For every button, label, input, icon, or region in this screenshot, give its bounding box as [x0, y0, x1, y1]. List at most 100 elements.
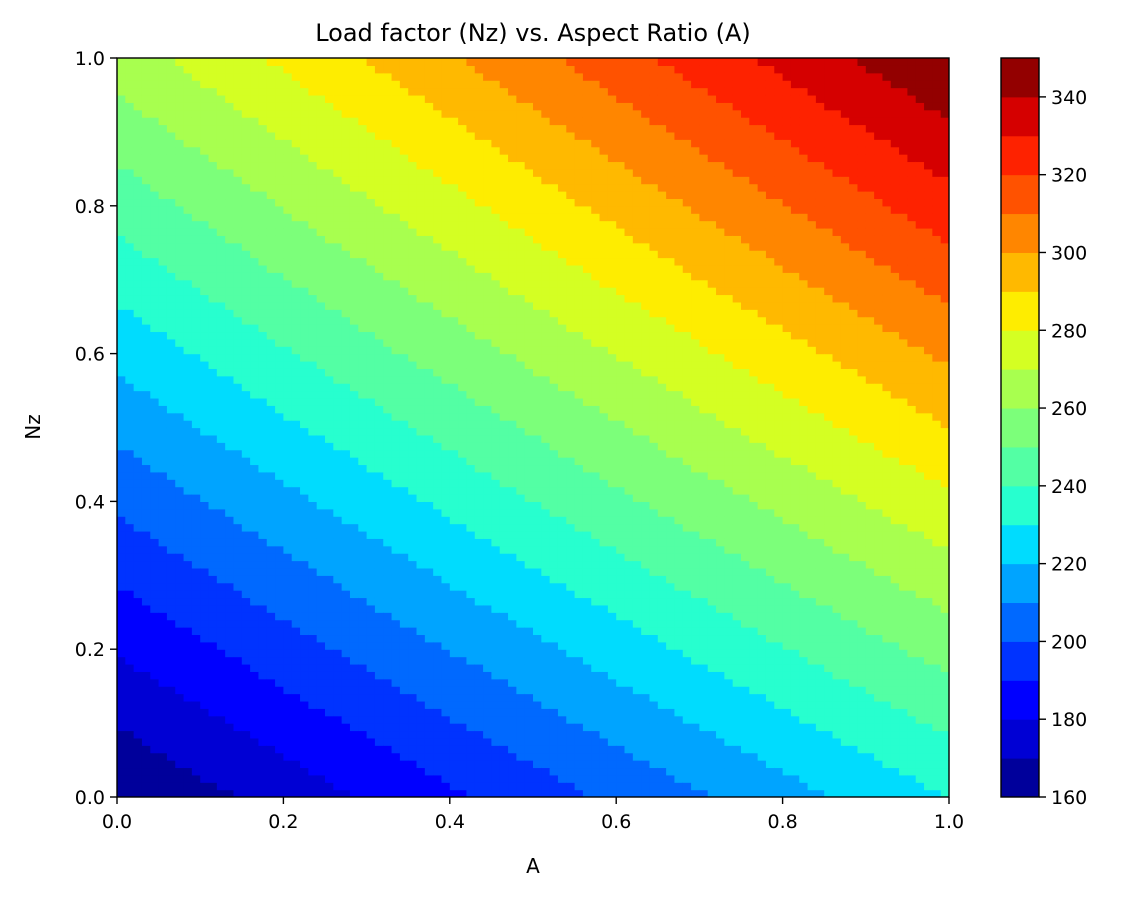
contour-cell [166, 250, 176, 259]
contour-cell [266, 516, 276, 525]
contour-cell [308, 545, 318, 554]
contour-cell [466, 287, 476, 296]
contour-cell [408, 383, 418, 392]
contour-cell [141, 242, 151, 251]
contour-cell [499, 471, 509, 480]
contour-cell [175, 227, 185, 236]
contour-cell [183, 619, 193, 628]
contour-cell [183, 272, 193, 281]
contour-cell [408, 72, 418, 81]
contour-cell [166, 464, 176, 473]
contour-cell [483, 87, 492, 96]
contour-cell [141, 383, 151, 392]
contour-cell [374, 397, 384, 406]
contour-cell [358, 538, 368, 547]
contour-cell [200, 752, 210, 761]
contour-cell [466, 457, 476, 466]
contour-cell [300, 434, 309, 443]
contour-cell [424, 663, 434, 672]
contour-cell [150, 745, 160, 754]
contour-cell [216, 420, 226, 429]
contour-cell [191, 139, 201, 148]
contour-cell [258, 627, 268, 636]
contour-cell [158, 523, 168, 532]
contour-cell [325, 627, 334, 636]
contour-cell [291, 590, 301, 599]
contour-cell [366, 146, 376, 155]
contour-cell [291, 508, 301, 517]
contour-cell [524, 316, 534, 325]
contour-cell [308, 109, 318, 118]
contour-cell [158, 176, 168, 185]
contour-cell [524, 183, 534, 192]
contour-cell [416, 279, 426, 288]
contour-cell [499, 383, 509, 392]
contour-cell [216, 789, 226, 797]
contour-cell [508, 560, 517, 569]
contour-cell [258, 316, 268, 325]
contour-cell [241, 619, 251, 628]
contour-cell [516, 560, 526, 569]
contour-cell [349, 523, 359, 532]
contour-cell [250, 567, 260, 576]
contour-cell [499, 227, 509, 236]
contour-cell [516, 479, 526, 488]
contour-cell [258, 102, 268, 111]
contour-cell [216, 242, 226, 251]
contour-cell [499, 198, 509, 207]
contour-cell [333, 264, 343, 273]
contour-cell [275, 205, 284, 214]
contour-cell [349, 117, 359, 126]
contour-cell [300, 597, 309, 606]
contour-cell [508, 789, 517, 797]
contour-cell [208, 442, 218, 451]
contour-cell [141, 264, 151, 273]
contour-cell [325, 279, 334, 288]
contour-cell [524, 545, 534, 554]
contour-cell [416, 538, 426, 547]
contour-cell [300, 530, 309, 539]
contour-cell [333, 412, 343, 421]
contour-cell [508, 708, 517, 717]
contour-cell [499, 131, 509, 140]
contour-cell [483, 65, 492, 74]
contour-cell [316, 94, 326, 103]
contour-cell [399, 582, 409, 591]
contour-cell [316, 545, 326, 554]
contour-cell [175, 516, 185, 525]
contour-cell [191, 471, 201, 480]
contour-cell [275, 708, 284, 717]
contour-cell [266, 708, 276, 717]
contour-cell [183, 213, 193, 222]
contour-cell [166, 94, 176, 103]
contour-cell [133, 183, 143, 192]
contour-cell [316, 279, 326, 288]
contour-cell [433, 767, 443, 776]
contour-cell [374, 597, 384, 606]
contour-cell [325, 700, 334, 709]
contour-cell [524, 117, 534, 126]
contour-cell [325, 708, 334, 717]
contour-cell [216, 671, 226, 680]
contour-cell [166, 227, 176, 236]
contour-cell [117, 168, 126, 177]
contour-cell [449, 686, 459, 695]
contour-cell [175, 309, 185, 318]
contour-cell [524, 420, 534, 429]
contour-cell [341, 235, 351, 244]
contour-cell [491, 508, 501, 517]
contour-cell [474, 235, 484, 244]
contour-cell [399, 242, 409, 251]
contour-cell [333, 405, 343, 414]
contour-cell [158, 58, 168, 66]
contour-cell [449, 560, 459, 569]
contour-cell [433, 301, 443, 310]
contour-cell [499, 663, 509, 672]
contour-cell [433, 560, 443, 569]
contour-cell [399, 117, 409, 126]
contour-cell [449, 58, 459, 66]
contour-cell [349, 220, 359, 229]
contour-cell [200, 139, 210, 148]
contour-cell [416, 612, 426, 621]
contour-cell [216, 678, 226, 687]
